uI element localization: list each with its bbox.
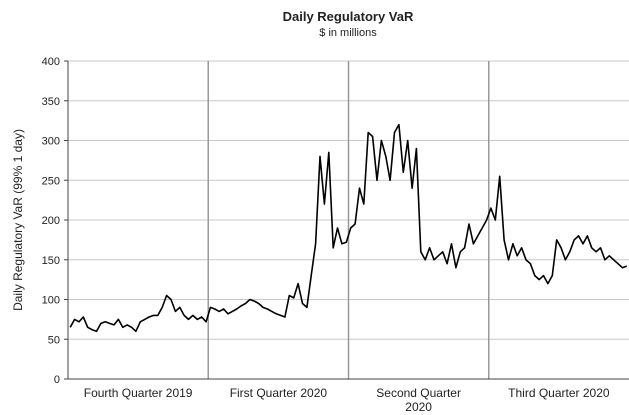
x-tick-label: Second Quarter 2020 bbox=[376, 386, 461, 414]
y-axis-label: Daily Regulatory VaR (99% 1 day) bbox=[11, 129, 25, 311]
y-tick-label: 300 bbox=[42, 136, 60, 148]
chart-title: Daily Regulatory VaR bbox=[283, 9, 414, 24]
chart-subtitle: $ in millions bbox=[319, 27, 377, 39]
y-tick-label: 0 bbox=[54, 374, 60, 386]
x-tick-label: Fourth Quarter 2019 bbox=[83, 386, 193, 400]
x-tick-label: First Quarter 2020 bbox=[229, 386, 328, 400]
y-tick-label: 400 bbox=[42, 56, 60, 68]
y-tick-label: 150 bbox=[42, 255, 60, 267]
y-tick-label: 350 bbox=[42, 96, 60, 108]
y-tick-label: 200 bbox=[42, 215, 60, 227]
data-line bbox=[69, 123, 628, 333]
y-tick-label: 50 bbox=[48, 334, 60, 346]
y-tick-label: 100 bbox=[42, 295, 60, 307]
y-tick-label: 250 bbox=[42, 175, 60, 187]
x-tick-label: Third Quarter 2020 bbox=[508, 386, 610, 400]
